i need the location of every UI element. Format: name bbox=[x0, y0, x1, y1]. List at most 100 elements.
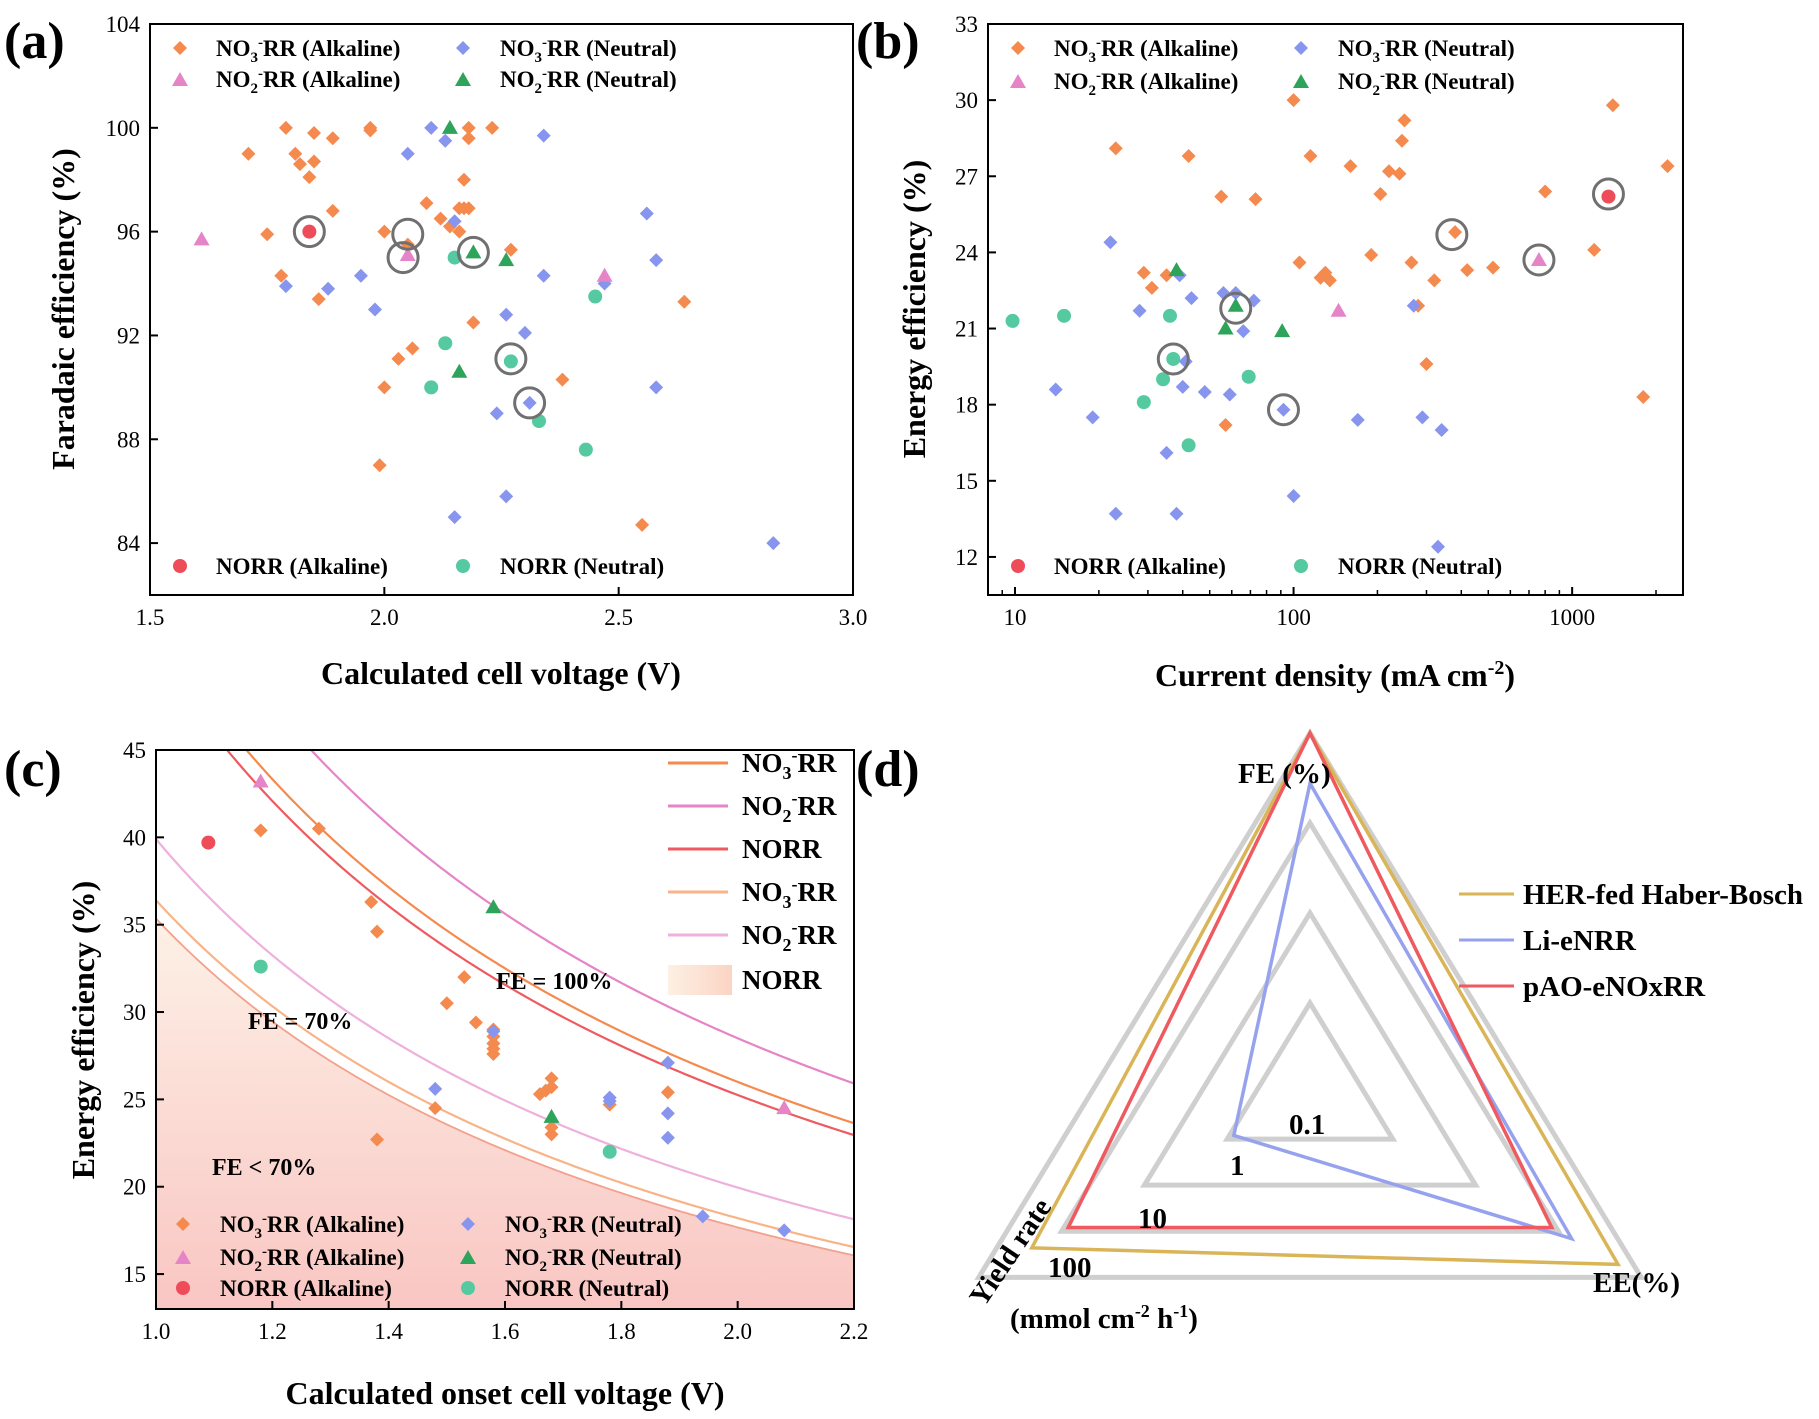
data-point-no2_neu bbox=[451, 363, 468, 378]
highlight-circle bbox=[1266, 393, 1300, 427]
data-point-no2_neu bbox=[1274, 323, 1291, 338]
data-point-no3_neu bbox=[649, 380, 664, 395]
highlight-circle bbox=[1156, 342, 1190, 376]
data-point-no3_neu bbox=[489, 406, 504, 421]
x-tick-label: 1000 bbox=[1549, 605, 1595, 630]
y-tick-label: 35 bbox=[123, 913, 146, 938]
data-point-no3_alk bbox=[452, 224, 467, 239]
data-point-no2_alk bbox=[399, 246, 416, 261]
data-point-no3_alk bbox=[1292, 255, 1307, 270]
data-point-no3_alk bbox=[439, 996, 454, 1011]
x-tick-label: 2.2 bbox=[840, 1319, 869, 1344]
radar-grid-level-1 bbox=[1139, 908, 1481, 1188]
legend-b-marker-no3-alk bbox=[1011, 41, 1025, 55]
x-tick-label: 1.0 bbox=[142, 1319, 171, 1344]
data-point-no3_alk bbox=[1404, 255, 1419, 270]
data-point-no2_alk bbox=[1530, 252, 1547, 267]
legend-b-norr-alk: NORR (Alkaline) bbox=[1054, 554, 1226, 579]
panel-label-d: (d) bbox=[856, 741, 920, 798]
legend-c-no2-neu: NO2-RR (Neutral) bbox=[505, 1244, 682, 1275]
data-point-no3_neu bbox=[639, 206, 654, 221]
data-point-no3_neu bbox=[1415, 410, 1430, 425]
data-point-no3_alk bbox=[1364, 247, 1379, 262]
panel-c-chart: 1.0 1.2 1.4 1.6 1.8 2.0 2.2 15 20 25 30 35 40 45 Calc… bbox=[65, 738, 869, 1411]
data-point-no3_neu bbox=[522, 395, 537, 410]
data-point-no3_alk bbox=[461, 131, 476, 146]
data-point-no3_alk bbox=[288, 146, 303, 161]
data-point-no3_neu bbox=[438, 133, 453, 148]
data-point-norr_neu bbox=[424, 380, 439, 395]
radar-level-1: 1 bbox=[1230, 1150, 1245, 1182]
x-tick-label: 3.0 bbox=[839, 605, 868, 630]
data-point-no3_alk bbox=[466, 315, 481, 330]
legend-c-marker-no2-neu bbox=[460, 1250, 476, 1264]
highlight-circle bbox=[494, 342, 528, 376]
data-point-no3_neu bbox=[1159, 445, 1174, 460]
data-point-no3_alk bbox=[364, 894, 379, 909]
data-point-no3_alk bbox=[1636, 390, 1651, 405]
data-point-no2_neu bbox=[1227, 297, 1244, 312]
panel-a-marks bbox=[193, 119, 781, 551]
x-tick-label: 1.4 bbox=[374, 1319, 403, 1344]
data-point-no3_alk bbox=[370, 1132, 385, 1147]
data-point-no3_neu bbox=[649, 253, 664, 268]
panel-c-marks bbox=[201, 773, 793, 1238]
curve-legend-no2-70: NO2-RR bbox=[742, 917, 837, 955]
annot-fe-70: FE = 70% bbox=[248, 1009, 352, 1035]
curve-legend-no3-70: NO3-RR bbox=[742, 874, 837, 912]
legend-no3-neu: NO3-RR (Neutral) bbox=[500, 35, 677, 66]
data-point-no3_alk bbox=[1397, 113, 1412, 128]
data-point-no3_alk bbox=[1343, 159, 1358, 174]
data-point-no3_alk bbox=[325, 203, 340, 218]
x-tick-label: 1.8 bbox=[607, 1319, 636, 1344]
legend-c-marker-norr-alk bbox=[176, 1281, 190, 1295]
annot-fe-100: FE = 100% bbox=[496, 969, 612, 995]
data-point-no3_alk bbox=[253, 823, 268, 838]
data-point-no3_alk bbox=[372, 458, 387, 473]
data-point-no3_neu bbox=[400, 146, 415, 161]
data-point-no3_neu bbox=[1197, 384, 1212, 399]
y-tick-label: 104 bbox=[106, 12, 141, 37]
radar-series-li bbox=[1231, 778, 1576, 1242]
x-tick-label: 2.5 bbox=[604, 605, 633, 630]
highlight-circle bbox=[513, 386, 547, 420]
data-point-no3_alk bbox=[1144, 280, 1159, 295]
panel-d-radar: FE (%) EE(%) Yield rate (mmol cm-2 h-1) … bbox=[963, 728, 1803, 1335]
radar-axis-fe: FE (%) bbox=[1238, 758, 1331, 790]
legend-norr-neu: NORR (Neutral) bbox=[500, 554, 664, 579]
radar-grid-level-0 bbox=[1222, 998, 1398, 1142]
highlight-circle bbox=[292, 215, 326, 249]
data-point-no3_alk bbox=[1322, 273, 1337, 288]
y-tick-label: 30 bbox=[955, 88, 978, 113]
data-point-no2_alk bbox=[252, 773, 269, 788]
legend-marker-no2-alk bbox=[172, 72, 188, 86]
legend-c-marker-no3-neu bbox=[461, 1217, 475, 1231]
data-point-no3_alk bbox=[1381, 164, 1396, 179]
data-point-no3_neu bbox=[1350, 412, 1365, 427]
data-point-no3_neu bbox=[1085, 410, 1100, 425]
data-point-no2_neu bbox=[465, 244, 482, 259]
legend-b-no2-neu: NO2-RR (Neutral) bbox=[1338, 68, 1515, 99]
legend-b-marker-norr-neu bbox=[1294, 559, 1308, 573]
data-point-no3_neu bbox=[1276, 402, 1291, 417]
legend-c-norr-neu: NORR (Neutral) bbox=[505, 1276, 669, 1301]
radar-series bbox=[1028, 729, 1622, 1267]
data-point-no3_alk bbox=[544, 1071, 559, 1086]
highlight-circle bbox=[1522, 243, 1556, 277]
annot-fe-lt70: FE < 70% bbox=[212, 1155, 316, 1181]
panel-a-legend: NO3-RR (Alkaline) NO3-RR (Neutral) NO2-R… bbox=[172, 35, 677, 579]
data-point-no3_alk bbox=[544, 1127, 559, 1142]
fe-curve-norr_alk-70 bbox=[156, 917, 854, 1257]
data-point-no3_alk bbox=[1108, 141, 1123, 156]
data-point-norr_neu bbox=[1156, 372, 1171, 387]
fe-curve-norr_alk-100 bbox=[225, 750, 854, 1137]
data-point-no3_alk bbox=[461, 201, 476, 216]
panel-a-ticks: 1.5 2.0 2.5 3.0 84 88 92 96 100 104 bbox=[106, 12, 868, 630]
highlight-circle bbox=[456, 235, 490, 269]
data-point-no2_neu bbox=[543, 1108, 560, 1123]
data-point-no3_alk bbox=[391, 351, 406, 366]
data-point-norr_neu bbox=[1181, 438, 1196, 453]
data-point-no3_neu bbox=[1431, 539, 1446, 554]
y-tick-label: 20 bbox=[123, 1175, 146, 1200]
y-tick-label: 12 bbox=[955, 545, 978, 570]
